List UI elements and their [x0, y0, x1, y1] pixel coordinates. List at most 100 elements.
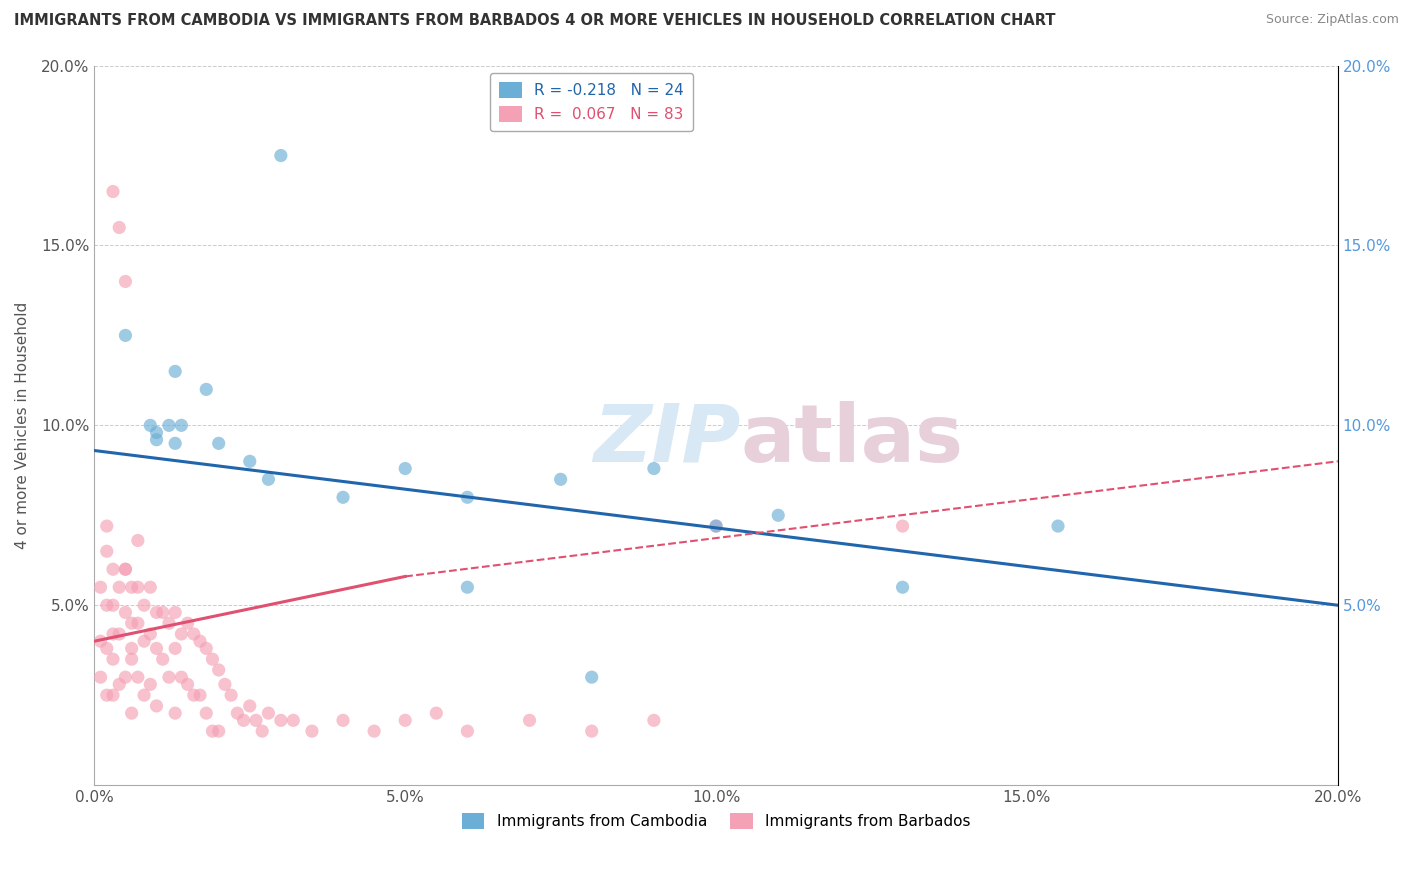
Point: [101, 598, 124, 612]
Text: IMMIGRANTS FROM CAMBODIA VS IMMIGRANTS FROM BARBADOS 4 OR MORE VEHICLES IN HOUSE: IMMIGRANTS FROM CAMBODIA VS IMMIGRANTS F…: [14, 13, 1056, 29]
Point: [152, 652, 174, 666]
Point: [219, 688, 242, 702]
Point: [101, 562, 124, 576]
Point: [145, 425, 167, 440]
Point: [176, 616, 198, 631]
Point: [90, 634, 112, 648]
Point: [114, 670, 136, 684]
Point: [363, 724, 385, 739]
Point: [768, 508, 790, 523]
Point: [250, 724, 273, 739]
Point: [127, 670, 149, 684]
Point: [183, 627, 205, 641]
Point: [96, 688, 118, 702]
Point: [114, 562, 136, 576]
Point: [121, 706, 143, 720]
Point: [201, 652, 224, 666]
Point: [170, 627, 193, 641]
Text: Source: ZipAtlas.com: Source: ZipAtlas.com: [1265, 13, 1399, 27]
Legend: Immigrants from Cambodia, Immigrants from Barbados: Immigrants from Cambodia, Immigrants fro…: [456, 806, 977, 835]
Point: [96, 519, 118, 533]
Point: [157, 616, 180, 631]
Point: [101, 688, 124, 702]
Point: [257, 472, 280, 486]
Point: [90, 580, 112, 594]
Point: [456, 580, 478, 594]
Point: [165, 706, 187, 720]
Point: [214, 677, 236, 691]
Point: [332, 714, 354, 728]
Point: [145, 698, 167, 713]
Point: [165, 606, 187, 620]
Point: [121, 580, 143, 594]
Point: [643, 461, 665, 475]
Point: [132, 634, 155, 648]
Point: [101, 185, 124, 199]
Point: [519, 714, 541, 728]
Point: [170, 418, 193, 433]
Point: [157, 418, 180, 433]
Point: [108, 220, 131, 235]
Point: [108, 580, 131, 594]
Point: [127, 533, 149, 548]
Point: [121, 616, 143, 631]
Point: [394, 461, 416, 475]
Point: [108, 627, 131, 641]
Point: [139, 418, 162, 433]
Point: [96, 598, 118, 612]
Point: [132, 598, 155, 612]
Point: [176, 677, 198, 691]
Text: ZIP: ZIP: [593, 401, 741, 479]
Point: [139, 677, 162, 691]
Point: [139, 580, 162, 594]
Point: [1046, 519, 1069, 533]
Point: [239, 454, 262, 468]
Point: [165, 364, 187, 378]
Point: [195, 641, 218, 656]
Point: [257, 706, 280, 720]
Point: [114, 562, 136, 576]
Point: [239, 698, 262, 713]
Point: [145, 433, 167, 447]
Point: [283, 714, 305, 728]
Point: [183, 688, 205, 702]
Y-axis label: 4 or more Vehicles in Household: 4 or more Vehicles in Household: [15, 301, 30, 549]
Point: [704, 519, 727, 533]
Point: [121, 641, 143, 656]
Point: [114, 606, 136, 620]
Point: [245, 714, 267, 728]
Point: [456, 491, 478, 505]
Point: [165, 641, 187, 656]
Point: [121, 652, 143, 666]
Point: [226, 706, 249, 720]
Point: [170, 670, 193, 684]
Point: [550, 472, 572, 486]
Point: [114, 275, 136, 289]
Point: [108, 677, 131, 691]
Point: [96, 641, 118, 656]
Point: [643, 714, 665, 728]
Point: [891, 580, 914, 594]
Point: [188, 634, 211, 648]
Point: [891, 519, 914, 533]
Point: [201, 724, 224, 739]
Point: [232, 714, 254, 728]
Point: [195, 706, 218, 720]
Point: [90, 670, 112, 684]
Point: [96, 544, 118, 558]
Point: [101, 627, 124, 641]
Point: [101, 652, 124, 666]
Point: [152, 606, 174, 620]
Point: [208, 724, 231, 739]
Point: [301, 724, 323, 739]
Point: [127, 580, 149, 594]
Point: [195, 383, 218, 397]
Point: [188, 688, 211, 702]
Point: [425, 706, 447, 720]
Point: [581, 724, 603, 739]
Point: [208, 663, 231, 677]
Point: [145, 606, 167, 620]
Point: [332, 491, 354, 505]
Point: [581, 670, 603, 684]
Point: [127, 616, 149, 631]
